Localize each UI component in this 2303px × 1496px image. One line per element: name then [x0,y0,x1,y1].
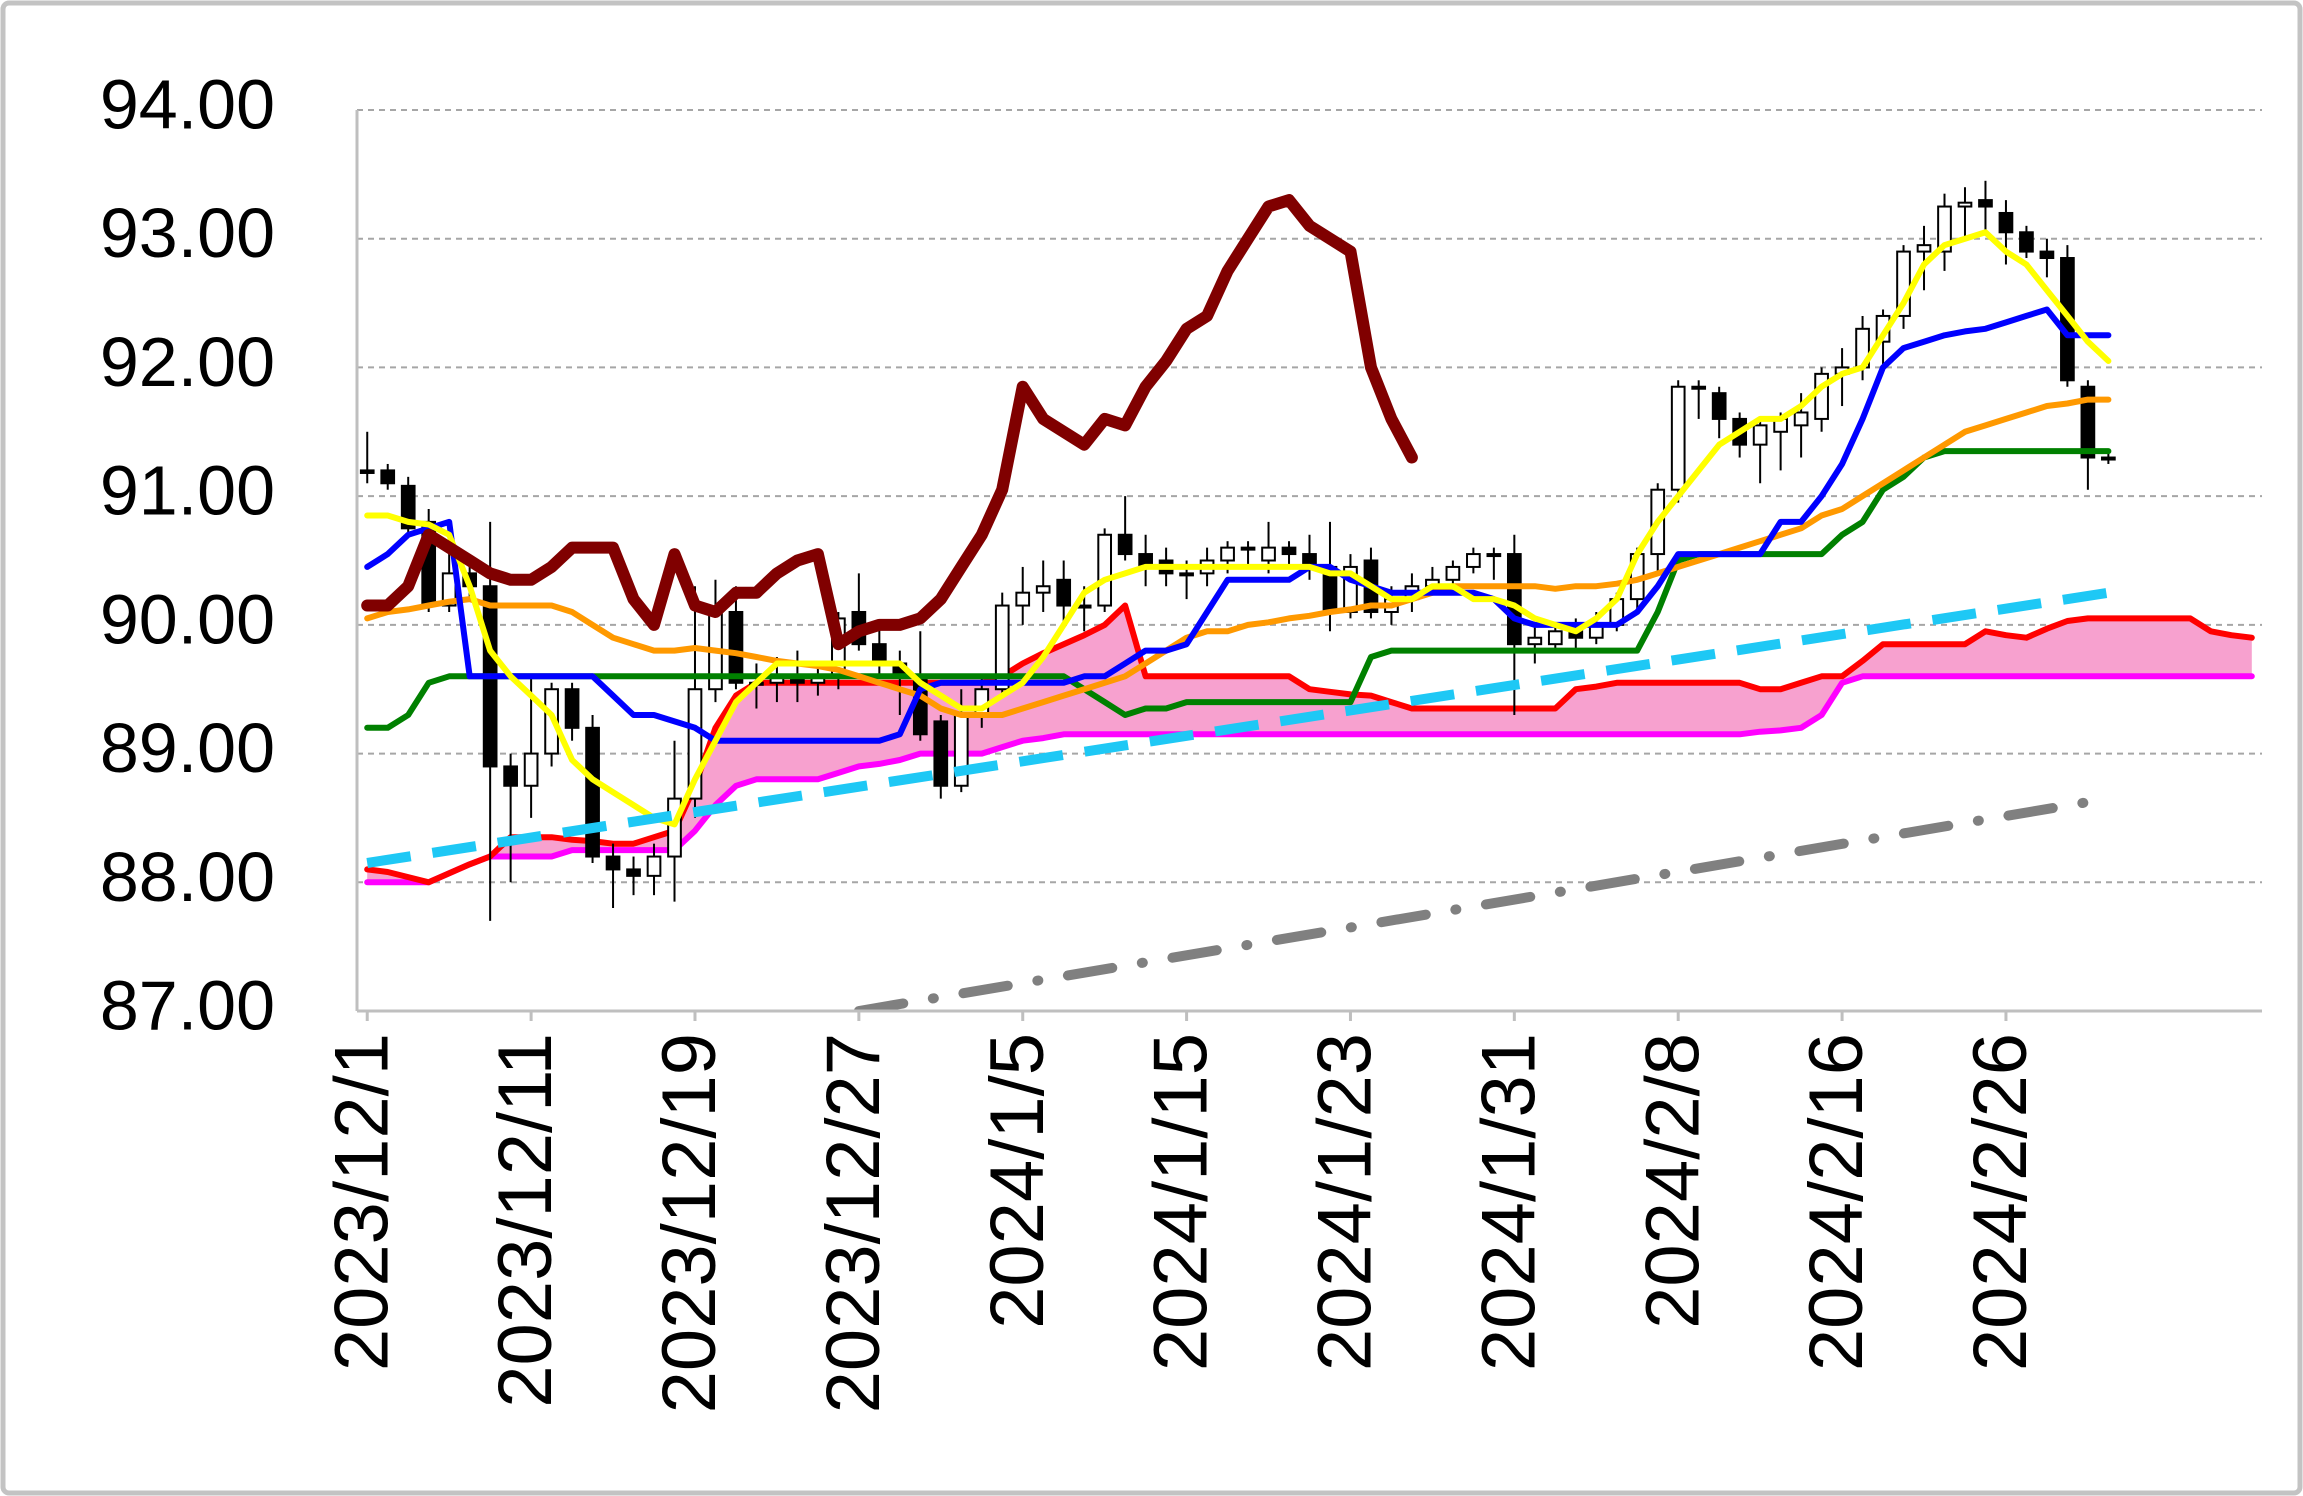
candle-body [2080,385,2096,459]
candle-body [646,855,662,877]
line-series [364,396,2112,718]
candle-body [1056,578,1072,607]
candle-body [2019,231,2034,253]
y-tick-label: 91.00 [100,452,275,530]
candle-body [585,726,600,858]
candle-body [1076,604,1092,609]
candle-body [1240,546,1256,551]
candle-body [400,484,416,530]
line-series [366,587,2110,868]
candle-body [1486,553,1502,558]
candle-body [523,752,539,787]
x-tick-label: 2023/12/27 [811,1033,896,1413]
candle-body [1220,546,1235,562]
candle-body [380,469,396,485]
candle-body [503,765,518,787]
candle-body [1978,199,1993,208]
candle-body [564,688,580,729]
candle-body [1957,201,1973,208]
candle-body [359,469,375,474]
candle-body [1015,591,1031,607]
y-tick-label: 88.00 [100,838,275,916]
candle-body [1547,630,1563,646]
candle-body [1097,533,1113,607]
y-tick-label: 92.00 [100,323,275,401]
candle-body [1691,385,1707,390]
lines-over [361,194,2112,868]
candle-body [1711,392,1727,420]
x-tick-label: 2024/2/8 [1630,1033,1715,1329]
x-tick-label: 2024/2/16 [1794,1033,1879,1371]
candle-body [1670,385,1686,491]
line-series [364,448,2112,731]
candle-body [1527,636,1543,646]
candle-body [1179,572,1194,577]
x-tick-label: 2024/1/31 [1466,1033,1551,1371]
candle-body [728,610,744,684]
candle-body [1445,565,1461,581]
candle-body [1466,553,1481,568]
candle-body [1752,424,1768,446]
candle-body [1117,533,1133,556]
x-tick-label: 2024/1/5 [975,1033,1060,1329]
axes: 87.00 88.00 89.00 90.00 91.00 92.00 93.00 94.00… [100,65,2262,1413]
x-tick-label: 2024/1/23 [1303,1033,1388,1371]
y-tick-label: 89.00 [100,709,275,787]
x-tick-label: 2024/1/15 [1139,1033,1224,1371]
y-tick-label: 87.00 [100,966,275,1044]
candle-body [1793,411,1809,427]
y-tick-label: 93.00 [100,194,275,272]
x-tick-label: 2023/12/11 [483,1033,568,1408]
candle-body [667,797,682,858]
line-series [361,194,1418,651]
candle-body [2101,456,2116,461]
candle-body [933,720,949,787]
candle-body [605,855,621,871]
candle-body [1916,244,1932,253]
candle-body [1281,546,1297,556]
candle-body [2039,250,2055,260]
y-tick-label: 90.00 [100,580,275,658]
candle-body [1506,553,1522,646]
candle-body [1937,205,1952,253]
candle-body [626,868,641,877]
x-tick-label: 2023/12/19 [647,1033,732,1413]
line-series [853,793,2114,1011]
line-series [364,306,2112,744]
candle-body [1035,585,1051,594]
candle-body [1998,211,2014,234]
y-tick-label: 94.00 [100,65,275,143]
x-tick-label: 2024/2/26 [1958,1033,2043,1371]
candle-body [994,604,1010,691]
candle-body [1261,546,1276,562]
x-tick-label: 2023/12/1 [319,1033,404,1371]
